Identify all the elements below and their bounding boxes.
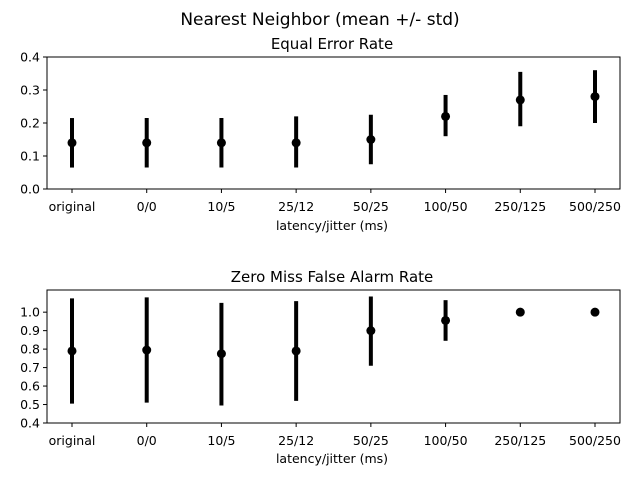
panel-title: Equal Error Rate [271,35,393,53]
x-axis-label: latency/jitter (ms) [276,451,388,466]
panel-title: Zero Miss False Alarm Rate [231,268,434,286]
x-tick-label: 25/12 [278,433,314,448]
data-point [142,345,152,355]
y-tick-label: 0.3 [20,83,40,98]
panel-zero-miss-false-alarm-rate: Zero Miss False Alarm Rate latency/jitte… [20,268,621,466]
y-tick-label: 0.9 [20,323,40,338]
data-point [441,315,451,325]
y-tick-label: 0.5 [20,397,40,412]
x-tick-label: 50/25 [353,199,389,214]
y-tick-label: 1.0 [20,305,40,320]
y-tick-label: 0.1 [20,149,40,164]
data-point [366,326,376,336]
y-tick-label: 0.7 [20,360,40,375]
plot-area: 0.4 0.5 0.6 0.7 0.8 0.9 1.0 original 0/0 10/5 25/1… [20,289,621,448]
y-tick-label: 0.4 [20,416,40,431]
x-tick-label: 100/50 [424,433,468,448]
data-point [441,111,451,121]
x-tick-label: 250/125 [494,199,546,214]
x-tick-label: 0/0 [137,199,157,214]
x-tick-label: 500/250 [569,199,621,214]
x-tick-label: 500/250 [569,433,621,448]
x-tick-label: 50/25 [353,433,389,448]
data-point [291,346,301,356]
data-point [142,138,152,148]
axes-frame [46,289,621,424]
y-tick-label: 0.4 [20,50,40,65]
y-tick-label: 0.8 [20,342,40,357]
data-point [590,307,600,317]
data-point [515,307,525,317]
x-tick-label: 10/5 [207,433,235,448]
figure-suptitle: Nearest Neighbor (mean +/- std) [180,10,459,30]
y-tick-label: 0.0 [20,182,40,197]
x-tick-label: original [49,433,96,448]
x-tick-label: 250/125 [494,433,546,448]
data-point [590,92,600,102]
plot-area: 0.0 0.1 0.2 0.3 0.4 original 0/0 10/5 25/12 50/25… [20,50,621,215]
y-tick-label: 0.6 [20,379,40,394]
data-point [216,349,226,359]
x-axis-label: latency/jitter (ms) [276,218,388,233]
x-tick-label: 25/12 [278,199,314,214]
data-point [216,138,226,148]
data-point [515,95,525,105]
x-tick-label: 100/50 [424,199,468,214]
panel-equal-error-rate: Equal Error Rate latency/jitter (ms) 0.0… [20,35,621,233]
data-point [67,138,77,148]
x-tick-label: original [49,199,96,214]
data-point [67,346,77,356]
data-point [291,138,301,148]
data-point [366,135,376,144]
x-tick-label: 0/0 [137,433,157,448]
y-tick-label: 0.2 [20,116,40,131]
x-tick-label: 10/5 [207,199,235,214]
